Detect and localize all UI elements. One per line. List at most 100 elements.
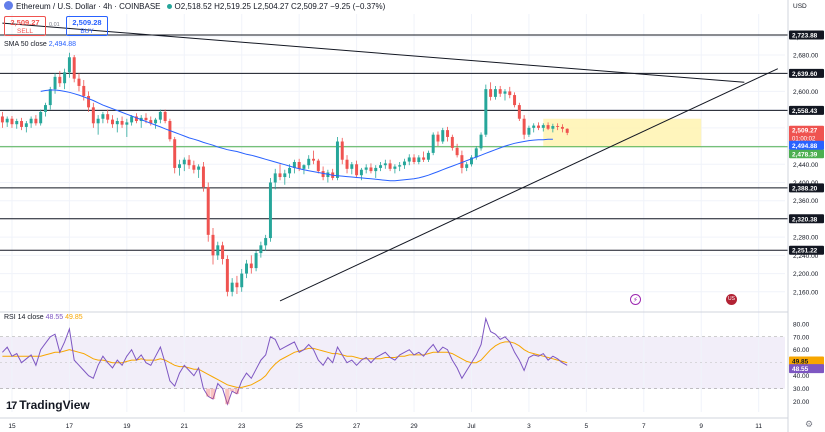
rsi-tick-label: 70.00 (793, 334, 810, 341)
level-price-tag: 2,639.60 (792, 71, 818, 78)
candle-body (532, 125, 536, 128)
candle-body (235, 282, 239, 288)
horizontal-levels (0, 34, 788, 251)
candle-body (316, 160, 320, 172)
candle-body (96, 118, 100, 124)
ohlc-values: O2,518.52 H2,519.25 L2,504.27 C2,509.27 … (174, 2, 386, 11)
candle-body (546, 125, 550, 129)
price-grid (0, 14, 788, 412)
candle-body (178, 164, 181, 168)
consolidation-zone-box (543, 118, 702, 147)
trendline (2, 22, 745, 83)
candle-body (216, 245, 220, 256)
candle-body (53, 76, 57, 90)
sma-legend[interactable]: SMA 50 close 2,494.88 (4, 41, 76, 48)
event-us-flag-icon[interactable]: US (726, 294, 737, 305)
level-price-tag: 2,251.22 (792, 248, 818, 255)
candle-body (5, 118, 9, 123)
time-tick-label: 7 (642, 423, 646, 430)
rsi-tick-label: 20.00 (793, 399, 810, 406)
candle-body (455, 147, 459, 156)
candle-body (0, 116, 4, 123)
level-price-tag: 2,723.88 (792, 33, 818, 40)
candle-body (565, 128, 569, 133)
candle-body (508, 91, 512, 96)
candle-body (383, 163, 387, 166)
event-flash-icon[interactable]: ⚡ (630, 294, 641, 305)
time-tick-label: 5 (585, 423, 589, 430)
candle-body (15, 121, 19, 125)
candle-body (527, 127, 531, 135)
settings-gear-icon[interactable]: ⚙ (805, 419, 814, 429)
candle-body (321, 171, 325, 178)
candle-body (426, 152, 430, 160)
time-tick-label: 27 (353, 423, 361, 430)
candle-body (201, 166, 205, 188)
candle-body (144, 117, 148, 121)
candle-body (474, 148, 478, 158)
candle-body (379, 165, 383, 168)
candle-body (58, 76, 62, 84)
candle-body (469, 157, 473, 165)
candle-body (393, 166, 397, 169)
time-tick-label: Jul (467, 423, 476, 430)
candle-body (111, 119, 114, 125)
candle-body (498, 89, 502, 94)
candle-body (120, 121, 124, 125)
candle-body (10, 118, 14, 125)
last-price-tag-bg (789, 125, 824, 143)
buy-button[interactable]: 2,509.28 BUY (66, 16, 108, 36)
candle-body (39, 111, 43, 124)
candle-body (288, 167, 292, 174)
candle-body (249, 263, 253, 269)
rsi-tick-label: 80.00 (793, 321, 810, 328)
price-tick-label: 2,360.00 (793, 198, 819, 205)
candle-body (484, 89, 488, 135)
candle-body (345, 159, 349, 169)
candle-body (302, 165, 306, 169)
rsi-line (2, 316, 568, 406)
candle-body (465, 164, 469, 168)
price-tick-label: 2,280.00 (793, 235, 819, 242)
sell-label: SELL (17, 28, 33, 35)
rsi-tick-label: 30.00 (793, 386, 810, 393)
tradingview-logo[interactable]: 17 TradingView (6, 398, 90, 412)
candle-body (163, 111, 167, 122)
candle-body (297, 162, 301, 169)
symbol-title: Ethereum / U.S. Dollar · 4h · COINBASE (16, 2, 161, 11)
currency-label[interactable]: USD (793, 3, 807, 10)
candle-body (493, 89, 497, 97)
candle-body (460, 155, 464, 168)
candle-body (340, 141, 344, 160)
candle-body (479, 134, 483, 149)
candle-body (273, 173, 277, 183)
rsi-tick-label: 40.00 (793, 373, 810, 380)
time-tick-label: 25 (296, 423, 304, 430)
candle-body (264, 238, 268, 246)
candle-body (72, 57, 76, 79)
rsi-tick-label: 60.00 (793, 347, 810, 354)
rsi-legend[interactable]: RSI 14 close 48.55 49.85 (4, 314, 83, 321)
price-axis: 2,160.002,200.002,240.002,280.002,320.00… (787, 0, 824, 432)
trendlines (2, 22, 779, 302)
candle-body (307, 158, 311, 166)
candle-body (187, 159, 191, 166)
price-tick-label: 2,200.00 (793, 271, 819, 278)
candle-body (537, 125, 540, 128)
candle-body (149, 120, 153, 124)
candle-body (192, 165, 196, 170)
level-price-tag-bg (789, 149, 824, 159)
time-tick-label: 17 (66, 423, 74, 430)
candle-body (182, 159, 186, 165)
candle-body (441, 130, 445, 142)
candle-body (20, 121, 24, 127)
rsi-tag-bg (789, 364, 824, 374)
candle-body (115, 121, 119, 125)
level-price-tag: 2,478.39 (792, 151, 818, 158)
buy-price: 2,509.28 (72, 18, 102, 27)
candle-body (63, 72, 67, 84)
candle-body (374, 167, 378, 172)
sma-legend-value: 2,494.88 (48, 41, 77, 48)
sell-button[interactable]: 2,509.27 SELL (4, 16, 46, 36)
